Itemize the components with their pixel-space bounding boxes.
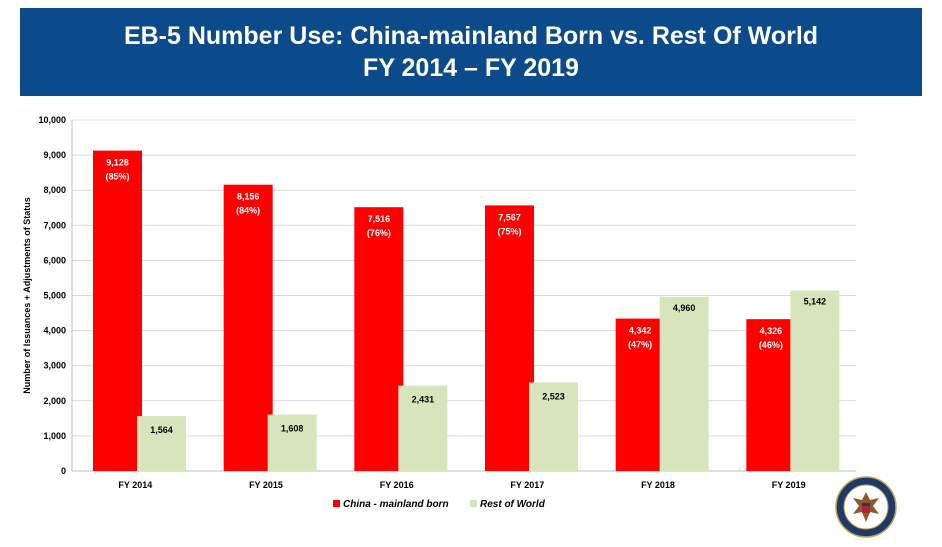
chart-title-line2: FY 2014 – FY 2019	[363, 54, 579, 82]
legend-label-china: China - mainland born	[343, 499, 449, 510]
x-tick-label: FY 2015	[249, 480, 283, 490]
label-china-value: 7,567	[498, 212, 521, 222]
label-rest-value: 1,608	[281, 424, 304, 434]
bar-china-0	[93, 150, 142, 472]
label-china-percent: (84%)	[236, 206, 260, 216]
label-china-value: 4,342	[629, 326, 652, 336]
bar-rest-1	[267, 414, 317, 471]
y-tick-label: 3,000	[43, 361, 66, 371]
label-china-percent: (46%)	[759, 340, 783, 350]
y-tick-label: 5,000	[43, 291, 66, 301]
label-rest-value: 4,960	[673, 303, 696, 313]
x-tick-label: FY 2019	[772, 480, 806, 490]
bar-rest-2	[398, 385, 448, 471]
label-rest-value: 2,431	[412, 395, 435, 405]
y-tick-label: 0	[61, 466, 66, 476]
label-china-percent: (47%)	[628, 340, 652, 350]
label-rest-value: 1,564	[150, 425, 173, 435]
label-china-percent: (85%)	[105, 172, 129, 182]
legend-swatch-china	[333, 500, 340, 507]
y-tick-label: 2,000	[43, 396, 66, 406]
bar-china-1	[223, 184, 273, 471]
x-tick-label: FY 2014	[118, 480, 152, 490]
x-tick-label: FY 2018	[641, 480, 675, 490]
bar-china-2	[354, 207, 404, 471]
label-china-percent: (75%)	[497, 226, 521, 236]
label-china-value: 8,156	[237, 192, 260, 202]
y-tick-label: 1,000	[43, 431, 66, 441]
title-banner: EB-5 Number Use: China-mainland Born vs.…	[20, 8, 922, 96]
label-china-value: 9,128	[106, 158, 129, 168]
label-china-value: 7,516	[368, 214, 391, 224]
y-tick-label: 8,000	[43, 185, 66, 195]
bar-china-3	[485, 205, 534, 471]
bar-rest-0	[137, 416, 186, 471]
legend-label-rest: Rest of World	[480, 499, 546, 510]
bar-china-5	[746, 319, 796, 471]
bar-rest-5	[790, 290, 840, 471]
y-tick-label: 7,000	[43, 220, 66, 230]
bar-rest-4	[659, 296, 709, 471]
x-tick-label: FY 2017	[510, 480, 544, 490]
y-axis-label: Number of Issuances + Adjustments of Sta…	[22, 197, 32, 393]
y-tick-label: 6,000	[43, 255, 66, 265]
label-china-percent: (76%)	[367, 228, 391, 238]
department-of-state-seal-icon	[835, 476, 897, 538]
chart-title-line1: EB-5 Number Use: China-mainland Born vs.…	[123, 22, 819, 50]
label-china-value: 4,326	[760, 326, 783, 336]
bar-rest-3	[529, 382, 578, 471]
y-tick-label: 9,000	[43, 150, 66, 160]
label-rest-value: 5,142	[804, 297, 827, 307]
y-tick-label: 4,000	[43, 326, 66, 336]
x-tick-label: FY 2016	[380, 480, 414, 490]
y-tick-label: 10,000	[38, 115, 66, 125]
legend-swatch-rest	[470, 500, 477, 507]
label-rest-value: 2,523	[542, 391, 565, 401]
bar-china-4	[615, 318, 665, 471]
